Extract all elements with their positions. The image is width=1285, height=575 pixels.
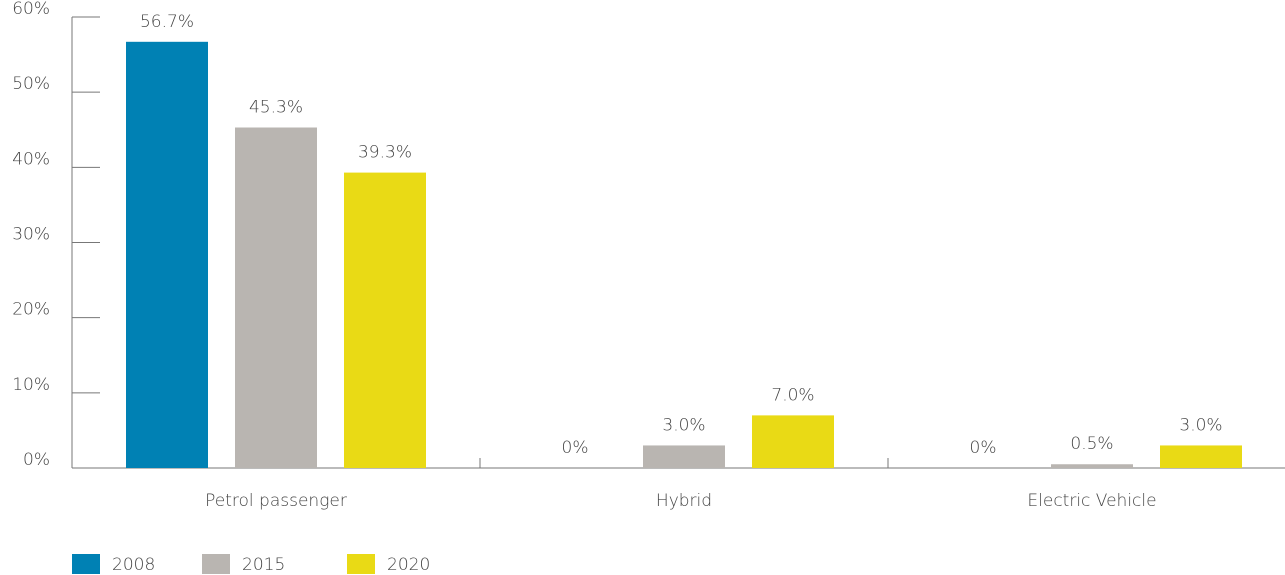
- bar: [235, 127, 317, 469]
- value-label: 0%: [562, 438, 589, 458]
- y-tick-label: 30%: [12, 225, 50, 245]
- x-tick-label: Petrol passenger: [205, 491, 347, 511]
- legend-swatch: [72, 554, 100, 574]
- y-tick-label: 10%: [12, 375, 50, 395]
- legend-label: 2008: [112, 555, 155, 575]
- y-tick-label: 50%: [12, 74, 50, 94]
- value-label: 0%: [970, 438, 997, 458]
- legend-swatch: [347, 554, 375, 574]
- value-label: 56.7%: [140, 12, 194, 32]
- y-tick-label: 0%: [23, 450, 50, 470]
- value-label: 45.3%: [249, 97, 303, 117]
- y-tick-label: 60%: [12, 0, 50, 19]
- bar: [344, 172, 426, 468]
- legend-label: 2015: [242, 555, 285, 575]
- value-label: 7.0%: [771, 385, 814, 405]
- value-label: 0.5%: [1070, 434, 1113, 454]
- bar: [1051, 464, 1133, 468]
- legend-label: 2020: [387, 555, 430, 575]
- bar: [752, 415, 834, 468]
- bar: [1160, 445, 1242, 468]
- bar: [643, 445, 725, 468]
- x-tick-label: Electric Vehicle: [1027, 491, 1156, 511]
- value-label: 39.3%: [358, 143, 412, 163]
- y-tick-label: 20%: [12, 300, 50, 320]
- value-label: 3.0%: [1179, 415, 1222, 435]
- x-tick-label: Hybrid: [656, 491, 712, 511]
- value-label: 3.0%: [662, 415, 705, 435]
- y-tick-label: 40%: [12, 149, 50, 169]
- legend-swatch: [202, 554, 230, 574]
- bar: [126, 41, 208, 469]
